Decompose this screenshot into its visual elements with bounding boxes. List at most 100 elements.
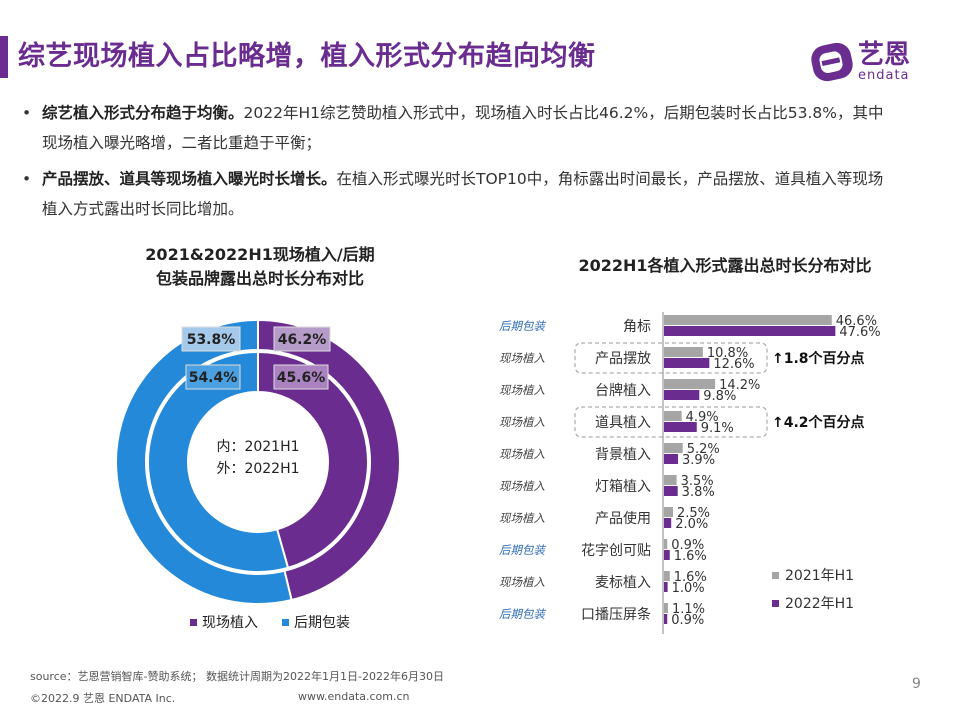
bar-2021	[664, 379, 716, 389]
svg-text:45.6%: 45.6%	[277, 370, 326, 386]
outer-post-label: 53.8%	[181, 326, 241, 352]
source-note: source：艺恩营销智库-赞助系统； 数据统计周期为2022年1月1日-202…	[30, 670, 444, 683]
svg-text:2021年H1: 2021年H1	[785, 568, 854, 584]
category-type-label: 现场植入	[499, 575, 545, 589]
bullet-item: 产品摆放、道具等现场植入曝光时长增长。在植入形式曝光时长TOP10中，角标露出时…	[18, 164, 898, 224]
donut-legend-item: 现场植入	[190, 615, 258, 631]
bar-2021	[664, 539, 668, 549]
bar-2021	[664, 603, 668, 613]
category-label: 产品摆放	[595, 351, 651, 367]
bar-chart: 后期包装 角标 46.6%47.6%现场植入 产品摆放 10.8%12.6%现场植入 台牌…	[499, 312, 881, 634]
category-type-label: 后期包装	[499, 607, 546, 621]
bar-2021	[664, 443, 683, 453]
bar-2022	[664, 326, 836, 336]
bar-value-label: 4.9%	[686, 410, 719, 425]
bar-2022	[664, 614, 668, 624]
bar-2022	[664, 518, 672, 528]
bar-2021	[664, 507, 673, 517]
category-type-label: 后期包装	[499, 319, 546, 333]
page-number: 9	[912, 676, 921, 692]
bullet-list: 综艺植入形式分布趋于均衡。2022年H1综艺赞助植入形式中，现场植入时长占比46…	[18, 98, 898, 230]
inner-onsite-label: 45.6%	[273, 364, 329, 390]
bar-legend-item: 2022年H1	[772, 596, 854, 612]
svg-text:现场植入: 现场植入	[202, 615, 258, 631]
bar-value-label: 47.6%	[839, 325, 880, 340]
svg-text:2022年H1: 2022年H1	[785, 596, 854, 612]
category-label: 产品使用	[595, 510, 651, 527]
bar-2022	[664, 582, 668, 592]
page-title: 综艺现场植入占比略增，植入形式分布趋向均衡	[18, 41, 596, 72]
category-label: 道具植入	[595, 415, 651, 431]
category-type-label: 现场植入	[499, 511, 545, 525]
logo-subtext: endata	[858, 68, 910, 83]
bar-value-label: 1.6%	[674, 570, 707, 585]
annotation-label: ↑1.8个百分点	[772, 350, 865, 367]
donut-legend-item: 后期包装	[282, 615, 350, 631]
bar-value-label: 46.6%	[836, 314, 877, 329]
category-label: 背景植入	[595, 447, 651, 463]
category-type-label: 现场植入	[499, 447, 545, 461]
bar-value-label: 3.5%	[681, 474, 714, 489]
highlight-box	[574, 406, 768, 438]
bar-value-label: 0.9%	[671, 538, 704, 553]
bar-2022	[664, 454, 679, 464]
category-type-label: 后期包装	[499, 543, 546, 557]
bar-value-label: 5.2%	[687, 442, 720, 457]
category-label: 灯箱植入	[595, 479, 651, 495]
category-label: 台牌植入	[595, 382, 651, 399]
bar-value-label: 12.6%	[713, 357, 754, 372]
outer-onsite-label: 46.2%	[273, 326, 331, 352]
logo-text: 艺恩	[858, 40, 911, 70]
donut-chart: 46.2% 53.8% 45.6% 54.4% 内：2021H1 外：2022H1 现场植入…	[115, 318, 401, 631]
bar-2021	[664, 315, 832, 325]
bar-2021	[664, 475, 677, 485]
endata-logo-icon	[811, 42, 853, 82]
category-type-label: 现场植入	[499, 415, 545, 429]
bar-value-label: 14.2%	[719, 378, 760, 393]
bar-2022	[664, 550, 670, 560]
svg-text:53.8%: 53.8%	[187, 332, 236, 348]
bar-value-label: 1.6%	[674, 549, 707, 564]
bar-value-label: 1.0%	[672, 581, 705, 596]
annotation-label: ↑4.2个百分点	[772, 414, 865, 431]
outer-ring-slice-post	[115, 318, 293, 605]
inner-ring-slice-onsite	[257, 350, 369, 570]
donut-center-label-outer: 外：2022H1	[216, 461, 299, 477]
bar-2021	[664, 411, 682, 421]
bullet-item: 综艺植入形式分布趋于均衡。2022年H1综艺赞助植入形式中，现场植入时长占比46…	[18, 98, 898, 158]
outer-ring-slice-onsite	[257, 318, 401, 602]
bar-2022	[664, 390, 700, 400]
bar-value-label: 10.8%	[707, 346, 748, 361]
donut-center-label-inner: 内：2021H1	[216, 439, 299, 455]
category-label: 麦标植入	[595, 575, 651, 591]
donut-chart-title: 2021&2022H1现场植入/后期 包装品牌露出总时长分布对比	[145, 245, 375, 288]
svg-text:后期包装: 后期包装	[294, 615, 350, 631]
svg-text:54.4%: 54.4%	[189, 370, 238, 386]
category-type-label: 现场植入	[499, 479, 545, 493]
bar-chart-title: 2022H1各植入形式露出总时长分布对比	[578, 256, 872, 275]
svg-text:46.2%: 46.2%	[278, 332, 327, 348]
bar-value-label: 9.8%	[703, 389, 736, 404]
category-label: 花字创可贴	[581, 543, 651, 559]
category-label: 口播压屏条	[581, 606, 651, 623]
bar-2022	[664, 358, 710, 368]
highlight-box	[574, 342, 768, 374]
bar-2021	[664, 571, 670, 581]
bar-value-label: 1.1%	[672, 602, 705, 617]
bar-value-label: 2.5%	[677, 506, 710, 521]
bar-value-label: 0.9%	[671, 613, 704, 628]
bar-legend-item: 2021年H1	[772, 568, 854, 584]
bar-value-label: 2.0%	[675, 517, 708, 532]
title-accent-bar	[0, 36, 8, 78]
inner-post-label: 54.4%	[185, 364, 241, 390]
bar-2022	[664, 422, 697, 432]
category-type-label: 现场植入	[499, 383, 545, 397]
bar-value-label: 9.1%	[701, 421, 734, 436]
category-type-label: 现场植入	[499, 351, 545, 365]
website-link[interactable]: www.endata.com.cn	[298, 690, 410, 703]
bar-2021	[664, 347, 703, 357]
inner-ring-slice-post	[147, 350, 290, 573]
bar-2022	[664, 486, 678, 496]
bar-value-label: 3.9%	[682, 453, 715, 468]
category-label: 角标	[623, 319, 651, 335]
